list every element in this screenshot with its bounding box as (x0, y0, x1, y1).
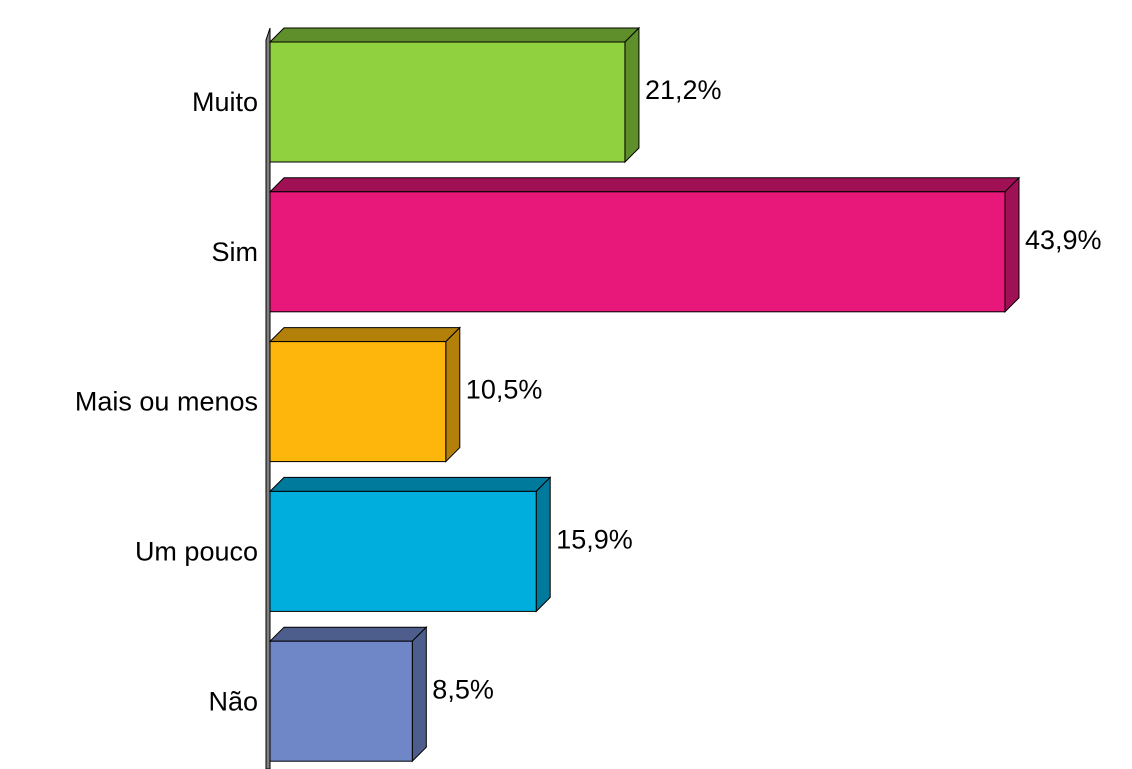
bar-top (268, 626, 428, 642)
value-label: 43,9% (1025, 225, 1102, 255)
category-label: Mais ou menos (75, 387, 258, 417)
bar-side (624, 26, 640, 164)
bar-side (535, 476, 551, 613)
value-label: 8,5% (432, 674, 494, 704)
bar (269, 41, 626, 163)
axis-wall (265, 27, 271, 769)
category-label: Muito (192, 87, 258, 117)
bar-top (268, 476, 552, 492)
bar-top (268, 177, 1021, 193)
bar-side (411, 625, 427, 763)
category-label: Não (208, 686, 258, 716)
bar-side (1004, 176, 1020, 314)
bar (269, 341, 447, 463)
value-label: 21,2% (645, 75, 722, 105)
bar (269, 640, 413, 762)
category-label: Um pouco (135, 537, 258, 567)
category-label: Sim (212, 237, 259, 267)
value-label: 15,9% (556, 525, 633, 555)
bar-side (445, 326, 461, 463)
bar (269, 490, 537, 612)
bar-top (268, 327, 462, 343)
bar-top (268, 27, 641, 43)
value-label: 10,5% (466, 375, 543, 405)
bar (269, 191, 1006, 313)
